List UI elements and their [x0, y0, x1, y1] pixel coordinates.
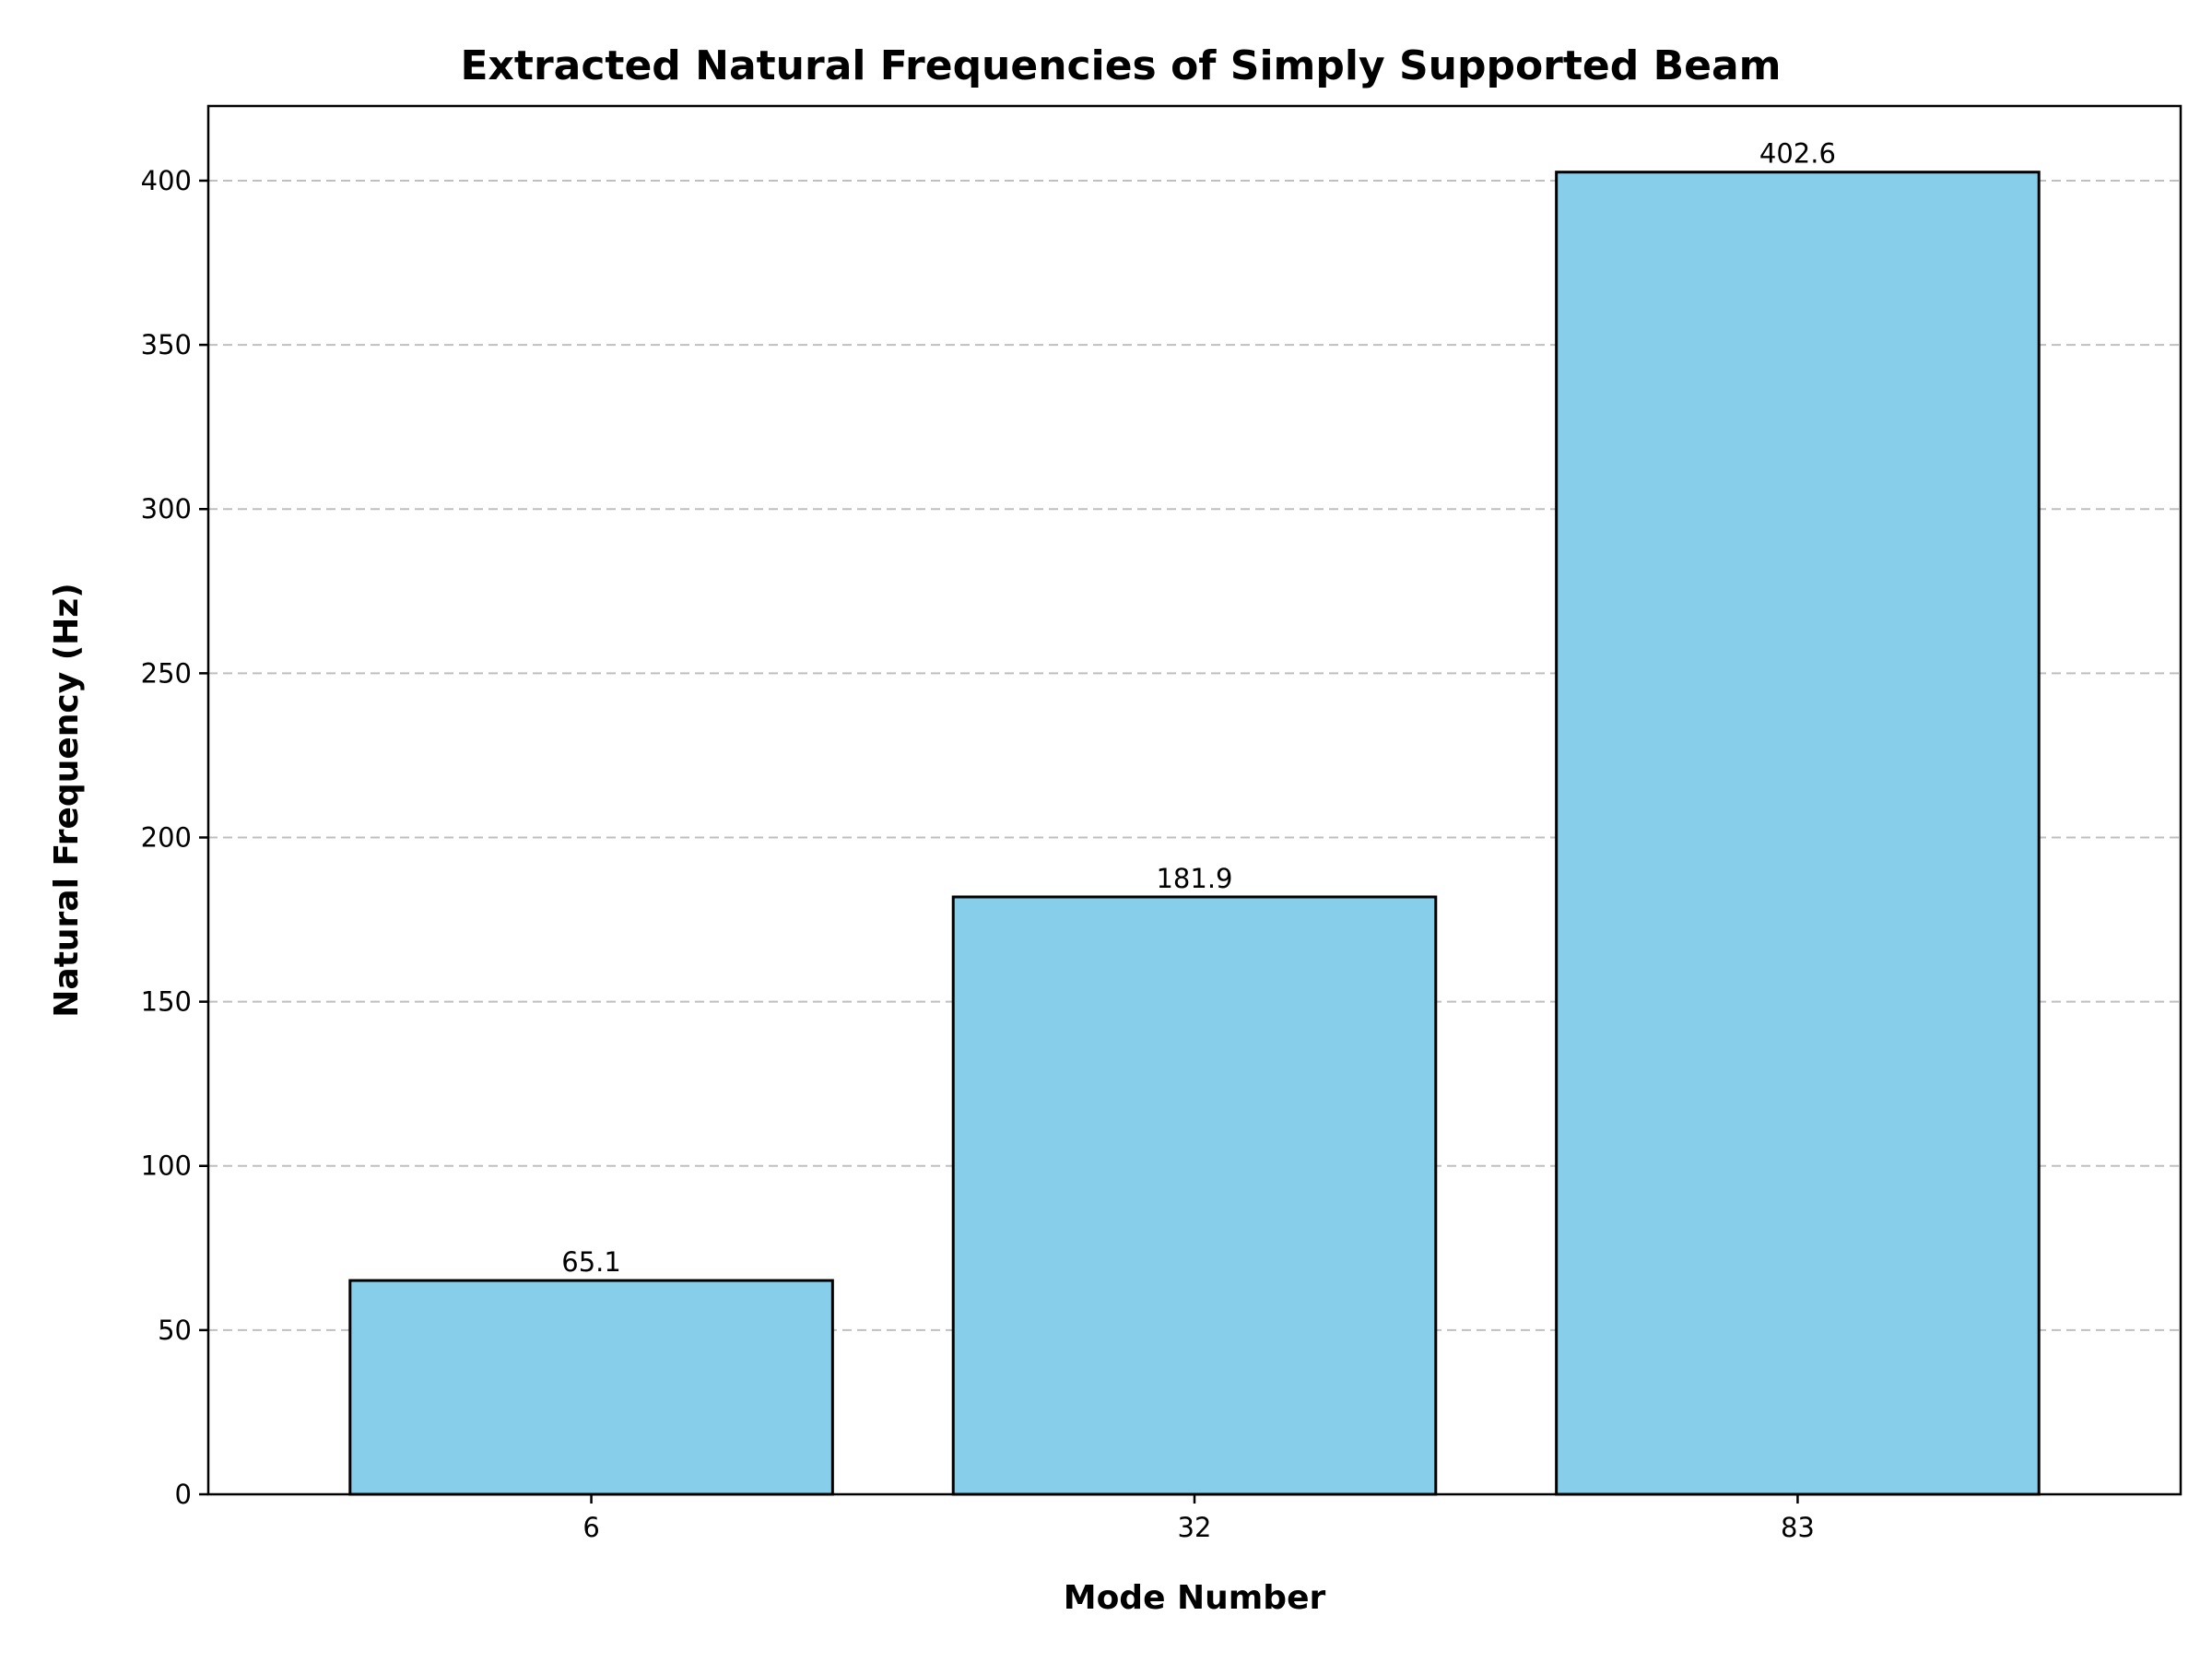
bars — [348, 171, 2041, 1496]
x-axis-ticks: 6 32 83 — [582, 1494, 1815, 1543]
x-axis-label: Mode Number — [1064, 1579, 1326, 1617]
data-labels: 65.1 181.9 402.6 — [561, 138, 1836, 1278]
y-tick-label: 300 — [141, 493, 192, 525]
y-tick-label: 350 — [141, 329, 192, 360]
y-tick-label: 250 — [141, 657, 192, 689]
data-label: 402.6 — [1759, 138, 1836, 170]
y-tick-label: 150 — [141, 986, 192, 1018]
data-label: 65.1 — [561, 1246, 621, 1278]
bar-32 — [951, 895, 1438, 1496]
y-tick-label: 100 — [141, 1150, 192, 1182]
bar-83 — [1555, 171, 2041, 1496]
chart-title: Extracted Natural Frequencies of Simply … — [460, 42, 1781, 89]
y-tick-label: 400 — [141, 165, 192, 196]
data-label: 181.9 — [1156, 863, 1232, 894]
x-tick-label: 83 — [1781, 1512, 1815, 1543]
x-tick-label: 32 — [1178, 1512, 1212, 1543]
bar-6 — [348, 1279, 834, 1496]
y-axis-ticks: 0 50 100 150 200 250 300 350 400 — [141, 165, 208, 1510]
x-tick-label: 6 — [582, 1512, 599, 1543]
y-tick-label: 50 — [158, 1315, 192, 1346]
y-tick-label: 200 — [141, 821, 192, 853]
y-axis-label: Natural Frequency (Hz) — [48, 583, 86, 1017]
y-tick-label: 0 — [175, 1479, 192, 1510]
